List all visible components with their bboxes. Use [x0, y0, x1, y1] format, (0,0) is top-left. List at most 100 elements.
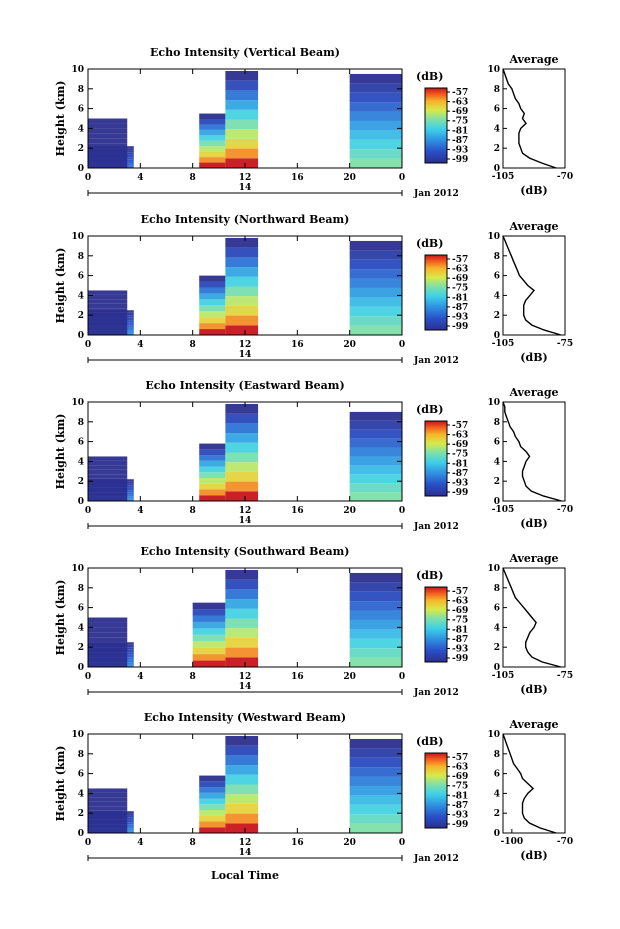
colorbar-tick-label: -99	[452, 322, 468, 332]
echo-cell	[88, 492, 128, 497]
echo-cell	[88, 321, 128, 327]
echo-cell	[225, 158, 259, 168]
panel-title: Echo Intensity (Eastward Beam)	[145, 379, 344, 392]
panel-2: Echo Intensity (Eastward Beam) 0 2 4 6 8 10 Hei…	[54, 379, 573, 532]
echo-cell	[225, 237, 259, 248]
echo-cell	[349, 287, 402, 298]
average-x-tick-label: -105	[492, 505, 515, 515]
echo-cell	[349, 823, 402, 833]
echo-cell	[88, 496, 128, 501]
colorbar-tick-label: -69	[452, 772, 468, 782]
x-tick-label: 16	[291, 340, 304, 350]
echo-cell	[349, 648, 402, 658]
x-tick-label: 16	[291, 672, 304, 682]
echo-cell	[349, 429, 402, 439]
panel-title: Echo Intensity (Southward Beam)	[141, 545, 350, 558]
average-x-tick-label: -75	[557, 339, 573, 349]
echo-cell	[199, 146, 226, 152]
echo-cell	[192, 609, 226, 616]
echo-cell	[192, 602, 226, 610]
echo-cell	[199, 157, 226, 163]
echo-cell	[225, 90, 259, 101]
average-profile-line	[502, 401, 562, 502]
echo-cell	[225, 442, 259, 453]
echo-cell	[88, 330, 128, 335]
average-title: Average	[508, 386, 558, 399]
echo-cell	[349, 316, 402, 326]
echo-cell	[199, 775, 226, 782]
average-y-tick-label: 4	[494, 623, 500, 633]
average-y-tick-label: 10	[487, 730, 500, 740]
colorbar-tick-label: -93	[452, 478, 468, 488]
x-tick-label: 20	[343, 838, 356, 848]
x-tick-label: 4	[137, 173, 143, 183]
y-tick-label: 0	[78, 164, 84, 174]
echo-cell	[225, 803, 259, 814]
colorbar-tick-label: -81	[452, 791, 468, 801]
y-tick-label: 4	[78, 623, 84, 633]
y-axis-label: Height (km)	[54, 580, 67, 656]
echo-cell	[225, 129, 259, 139]
colorbar	[424, 420, 448, 497]
echo-cell	[199, 151, 226, 158]
echo-cell	[225, 433, 259, 443]
x-tick-label: 0	[85, 173, 91, 183]
average-x-tick-label: -75	[557, 671, 573, 681]
x-tick-label: 4	[137, 340, 143, 350]
echo-cell	[225, 599, 259, 609]
colorbar-tick-label: -75	[452, 284, 468, 294]
date-label: Jan 2012	[413, 688, 459, 698]
echo-cell	[225, 413, 259, 424]
x-tick-label: 20	[343, 340, 356, 350]
echo-field	[88, 735, 402, 833]
echo-cell	[225, 589, 259, 600]
y-tick-label: 6	[78, 272, 84, 282]
echo-cell	[225, 148, 259, 159]
colorbar	[424, 752, 448, 829]
echo-cell	[199, 124, 226, 130]
y-axis-label: Height (km)	[54, 414, 67, 490]
colorbar-tick-label: -63	[452, 265, 468, 275]
echo-cell	[225, 471, 259, 482]
average-frame	[502, 567, 566, 668]
x-tick-label: 20	[343, 173, 356, 183]
echo-cell	[349, 240, 402, 251]
echo-cell	[88, 483, 128, 488]
echo-cell	[88, 637, 128, 643]
average-y-tick-label: 8	[494, 750, 500, 760]
average-x-tick-label: -105	[492, 671, 515, 681]
panel-3: Echo Intensity (Southward Beam) 0 2 4 6 8 10 He…	[54, 545, 573, 698]
x-tick-label: 0	[399, 838, 405, 848]
echo-cell	[88, 810, 128, 816]
colorbar-tick-label: -93	[452, 810, 468, 820]
average-y-tick-label: 8	[494, 418, 500, 428]
echo-cell	[199, 781, 226, 788]
echo-cell	[88, 788, 128, 793]
average-y-tick-label: 4	[494, 291, 500, 301]
echo-cell	[225, 257, 259, 268]
colorbar-unit: (dB)	[416, 403, 443, 416]
colorbar-unit: (dB)	[416, 70, 443, 83]
echo-cell	[349, 420, 402, 430]
x-tick-label: 0	[399, 672, 405, 682]
panel-4: Echo Intensity (Westward Beam) 0 2 4 6 8 10 Hei…	[54, 711, 573, 864]
average-x-tick-label: -70	[557, 172, 573, 182]
echo-cell	[225, 423, 259, 434]
average-x-label: (dB)	[520, 517, 547, 530]
colorbar-tick-label: -69	[452, 107, 468, 117]
x-tick-label: 8	[190, 672, 196, 682]
echo-field	[88, 237, 402, 335]
colorbar-tick-label: -75	[452, 782, 468, 792]
echo-cell	[225, 608, 259, 619]
colorbar	[424, 254, 448, 331]
echo-cell	[349, 149, 402, 159]
echo-cell	[349, 120, 402, 131]
x-tick-label: 0	[399, 173, 405, 183]
echo-cell	[88, 642, 128, 648]
colorbar-tick-label: -99	[452, 155, 468, 165]
echo-cell	[225, 315, 259, 326]
echo-cell	[349, 638, 402, 649]
echo-cell	[88, 303, 128, 309]
average-y-tick-label: 4	[494, 457, 500, 467]
